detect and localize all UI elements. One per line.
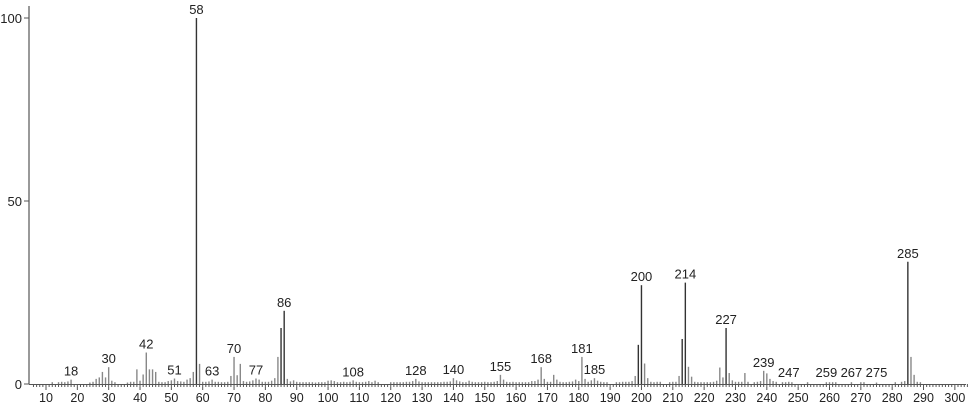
peak-label-140: 140 [443, 362, 465, 377]
x-tick-label: 120 [380, 391, 401, 405]
peak-label-128: 128 [405, 363, 427, 378]
peak-label-227: 227 [715, 312, 737, 327]
x-tick-label: 150 [474, 391, 495, 405]
peak-label-63: 63 [205, 364, 219, 379]
x-tick-label: 190 [600, 391, 621, 405]
y-tick-label: 0 [15, 377, 22, 392]
peaks-group [51, 18, 922, 384]
x-tick-label: 60 [196, 391, 210, 405]
x-tick-label: 160 [506, 391, 527, 405]
x-tick-label: 100 [318, 391, 339, 405]
peak-label-86: 86 [277, 295, 291, 310]
x-tick-label: 290 [913, 391, 934, 405]
x-tick-label: 240 [756, 391, 777, 405]
y-tick-label: 50 [8, 194, 22, 209]
axes-group: 0 50 100 10 20 30 40 50 60 70 80 90 100 110 120 130 140 1… [0, 6, 968, 405]
peak-label-18: 18 [64, 364, 78, 379]
peak-label-200: 200 [631, 269, 653, 284]
x-tick-label: 40 [133, 391, 147, 405]
peak-label-108: 108 [342, 364, 364, 379]
peak-label-70: 70 [227, 341, 241, 356]
peak-label-185: 185 [584, 362, 606, 377]
x-tick-label: 250 [788, 391, 809, 405]
x-tick-label: 130 [412, 391, 433, 405]
x-tick-label: 300 [944, 391, 965, 405]
peak-label-30: 30 [101, 351, 115, 366]
x-tick-label: 210 [662, 391, 683, 405]
x-tick-label: 170 [537, 391, 558, 405]
x-tick-label: 280 [882, 391, 903, 405]
peak-label-155: 155 [490, 359, 512, 374]
peak-label-58: 58 [189, 2, 203, 17]
peak-label-267: 267 [841, 365, 863, 380]
peak-label-285: 285 [897, 246, 919, 261]
x-tick-label: 180 [568, 391, 589, 405]
x-tick-label: 110 [349, 391, 369, 405]
x-tick-label: 200 [631, 391, 652, 405]
x-tick-label: 30 [102, 391, 116, 405]
x-tick-label: 140 [443, 391, 464, 405]
peak-label-259: 259 [816, 365, 838, 380]
x-tick-label: 20 [70, 391, 84, 405]
x-tick-label: 80 [258, 391, 272, 405]
peak-label-214: 214 [674, 267, 696, 282]
peak-label-42: 42 [139, 337, 153, 352]
peak-label-239: 239 [753, 355, 775, 370]
y-tick-label: 100 [0, 11, 22, 26]
x-tick-label: 260 [819, 391, 840, 405]
x-tick-label: 10 [39, 391, 53, 405]
x-tick-label: 50 [164, 391, 178, 405]
x-tick-label: 220 [694, 391, 715, 405]
x-tick-label: 70 [227, 391, 241, 405]
x-tick-label: 270 [850, 391, 871, 405]
peak-label-247: 247 [778, 365, 800, 380]
peak-label-181: 181 [571, 341, 593, 356]
peak-label-168: 168 [530, 351, 552, 366]
peak-label-51: 51 [167, 363, 181, 378]
x-tick-label: 230 [725, 391, 746, 405]
peak-label-77: 77 [249, 363, 263, 378]
x-tick-label: 90 [290, 391, 304, 405]
peak-labels-group: 18 30 42 51 58 63 70 77 86 108 128 140 155 168 181 185 2… [64, 2, 919, 380]
peak-label-275: 275 [866, 365, 888, 380]
